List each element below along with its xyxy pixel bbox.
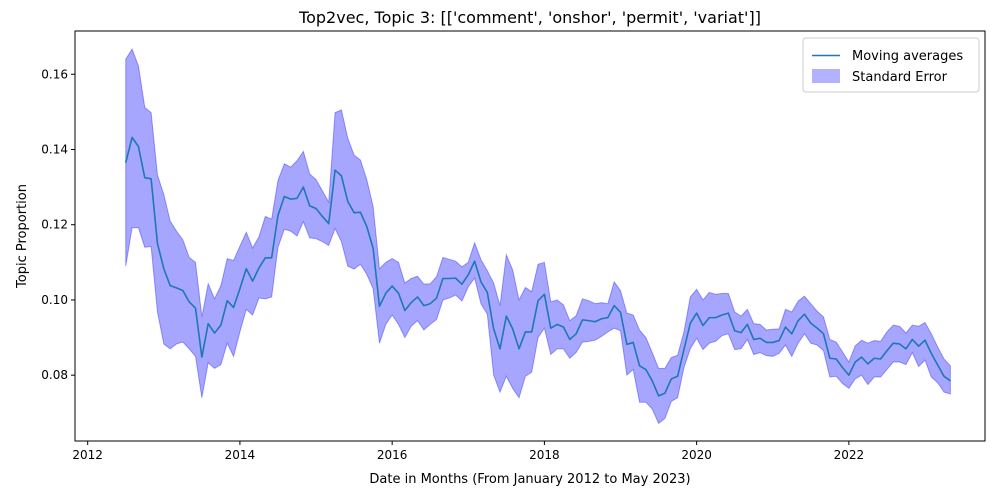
legend-label-standard-error: Standard Error bbox=[852, 70, 948, 85]
x-tick-label: 2018 bbox=[529, 448, 560, 462]
legend-band-swatch bbox=[812, 69, 840, 83]
x-tick-label: 2012 bbox=[72, 448, 103, 462]
y-tick-label: 0.08 bbox=[41, 368, 68, 382]
x-tick-label: 2014 bbox=[225, 448, 256, 462]
chart-title: Top2vec, Topic 3: [['comment', 'onshor',… bbox=[298, 8, 761, 27]
moving-average-line bbox=[124, 136, 951, 397]
y-tick-label: 0.16 bbox=[41, 67, 68, 81]
legend-box bbox=[802, 37, 980, 93]
legend-label-moving-averages: Moving averages bbox=[852, 49, 963, 64]
plot-area bbox=[124, 47, 951, 425]
axes-frame bbox=[74, 30, 986, 442]
y-tick-label: 0.14 bbox=[41, 142, 68, 156]
x-tick-label: 2020 bbox=[681, 448, 712, 462]
x-tick-label: 2022 bbox=[834, 448, 865, 462]
x-axis-ticks: 2012 2014 2016 2018 2020 2022 bbox=[72, 441, 864, 462]
y-axis-ticks: 0.08 0.10 0.12 0.14 0.16 bbox=[41, 67, 75, 382]
y-tick-label: 0.10 bbox=[41, 293, 68, 307]
x-axis-label: Date in Months (From January 2012 to May… bbox=[369, 472, 690, 487]
x-tick-label: 2016 bbox=[377, 448, 408, 462]
y-tick-label: 0.12 bbox=[41, 218, 68, 232]
y-axis-label: Topic Proportion bbox=[15, 184, 30, 289]
legend: Moving averages Standard Error bbox=[802, 37, 980, 93]
